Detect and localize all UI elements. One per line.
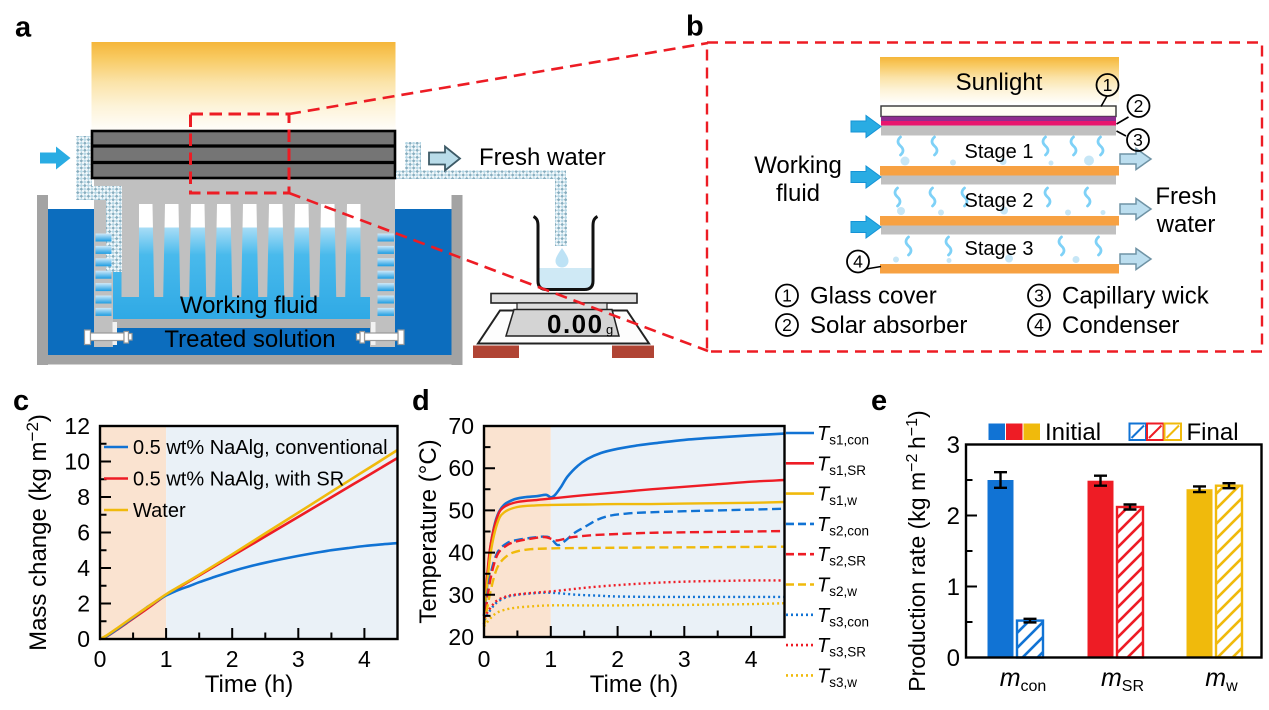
- svg-text:Ts2,w: Ts2,w: [817, 575, 857, 600]
- svg-text:Capillary wick: Capillary wick: [1062, 283, 1210, 310]
- svg-text:3: 3: [1133, 130, 1143, 150]
- svg-text:3: 3: [678, 646, 691, 672]
- svg-text:mSR: mSR: [1101, 664, 1144, 695]
- svg-text:Stage 3: Stage 3: [965, 238, 1034, 260]
- svg-text:4: 4: [1034, 315, 1044, 335]
- svg-text:2: 2: [226, 646, 239, 672]
- svg-text:Ts3,SR: Ts3,SR: [817, 635, 866, 660]
- svg-text:Water: Water: [133, 500, 186, 522]
- svg-text:3: 3: [292, 646, 305, 672]
- svg-text:4: 4: [358, 646, 371, 672]
- svg-text:Initial: Initial: [1045, 419, 1101, 446]
- svg-text:Mass change (kg m−2): Mass change (kg m−2): [23, 414, 52, 651]
- svg-text:Ts2,con: Ts2,con: [817, 514, 869, 539]
- svg-text:Ts3,w: Ts3,w: [817, 665, 857, 690]
- svg-text:Time (h): Time (h): [590, 671, 678, 698]
- svg-text:0.00: 0.00: [547, 309, 604, 339]
- svg-text:Temperature (°C): Temperature (°C): [415, 439, 442, 623]
- svg-text:a: a: [15, 12, 32, 44]
- svg-text:12: 12: [64, 413, 90, 439]
- svg-text:Final: Final: [1187, 419, 1239, 446]
- svg-text:0.5 wt% NaAlg, conventional: 0.5 wt% NaAlg, conventional: [133, 437, 388, 459]
- svg-text:0: 0: [77, 626, 90, 652]
- svg-text:2: 2: [782, 315, 792, 335]
- svg-text:d: d: [412, 385, 430, 417]
- svg-text:c: c: [13, 385, 29, 417]
- svg-text:1: 1: [1103, 75, 1113, 95]
- svg-text:Stage 2: Stage 2: [965, 190, 1034, 212]
- svg-text:70: 70: [448, 413, 474, 439]
- svg-text:Time (h): Time (h): [205, 671, 293, 698]
- svg-text:3: 3: [947, 432, 960, 459]
- svg-text:e: e: [871, 385, 887, 417]
- svg-text:0: 0: [94, 646, 107, 672]
- svg-text:30: 30: [448, 582, 474, 608]
- svg-text:Ts1,w: Ts1,w: [817, 484, 857, 509]
- svg-text:Sunlight: Sunlight: [956, 69, 1043, 96]
- svg-text:Treated solution: Treated solution: [164, 326, 335, 353]
- svg-text:6: 6: [77, 520, 90, 546]
- svg-text:Fresh: Fresh: [1155, 183, 1216, 210]
- svg-text:4: 4: [745, 646, 758, 672]
- svg-text:Ts2,SR: Ts2,SR: [817, 544, 866, 569]
- svg-text:b: b: [686, 11, 704, 43]
- svg-text:10: 10: [64, 449, 90, 475]
- svg-text:3: 3: [1034, 286, 1044, 306]
- svg-text:4: 4: [853, 252, 863, 272]
- svg-text:Working fluid: Working fluid: [180, 292, 318, 319]
- svg-text:0: 0: [478, 646, 491, 672]
- svg-text:60: 60: [448, 455, 474, 481]
- svg-text:fluid: fluid: [776, 180, 820, 207]
- svg-text:Solar absorber: Solar absorber: [810, 312, 967, 339]
- svg-text:mw: mw: [1205, 664, 1238, 695]
- svg-text:1: 1: [947, 574, 960, 601]
- svg-text:8: 8: [77, 484, 90, 510]
- svg-text:Condenser: Condenser: [1062, 312, 1179, 339]
- svg-text:2: 2: [1134, 96, 1144, 116]
- svg-text:Stage 1: Stage 1: [965, 141, 1034, 163]
- svg-text:mcon: mcon: [1000, 664, 1047, 695]
- svg-text:0: 0: [947, 645, 960, 672]
- svg-text:Fresh water: Fresh water: [479, 144, 606, 171]
- svg-text:2: 2: [947, 503, 960, 530]
- svg-text:water: water: [1156, 211, 1216, 238]
- svg-text:Ts1,SR: Ts1,SR: [817, 453, 866, 478]
- svg-text:2: 2: [611, 646, 624, 672]
- svg-text:Production rate (kg m−2 h−1): Production rate (kg m−2 h−1): [904, 410, 930, 691]
- svg-text:Ts1,con: Ts1,con: [817, 423, 869, 448]
- svg-text:g: g: [606, 322, 613, 337]
- svg-text:0.5 wt% NaAlg, with SR: 0.5 wt% NaAlg, with SR: [133, 469, 344, 491]
- svg-text:1: 1: [544, 646, 557, 672]
- svg-text:50: 50: [448, 497, 474, 523]
- svg-text:Glass cover: Glass cover: [810, 283, 937, 310]
- svg-text:2: 2: [77, 591, 90, 617]
- svg-text:1: 1: [782, 286, 792, 306]
- svg-text:Ts3,con: Ts3,con: [817, 605, 869, 630]
- svg-text:20: 20: [448, 624, 474, 650]
- svg-text:40: 40: [448, 540, 474, 566]
- svg-text:4: 4: [77, 555, 90, 581]
- svg-text:Working: Working: [754, 152, 842, 179]
- svg-text:1: 1: [160, 646, 173, 672]
